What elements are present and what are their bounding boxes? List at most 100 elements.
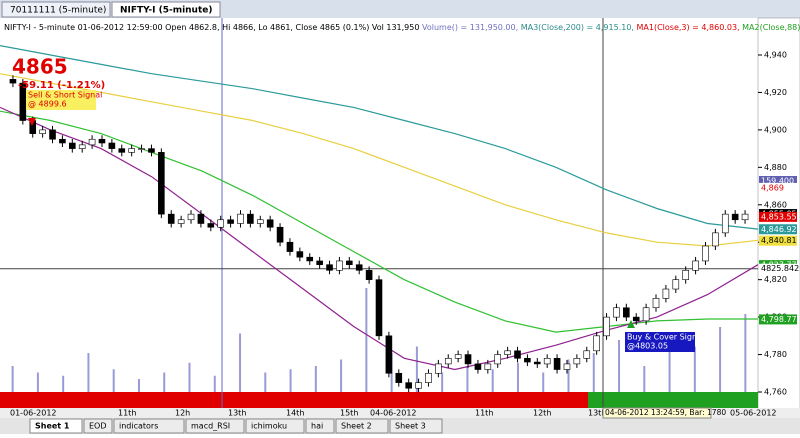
candle [741,213,749,221]
candle [256,219,264,224]
candle [237,213,244,224]
candle [39,129,46,134]
x-tick-label: 12th [533,409,551,418]
header-part: Volume() = 131,950.00, [422,23,521,32]
candle [583,350,591,359]
volume-bar [163,372,166,392]
candle [613,307,620,318]
candle [286,241,294,252]
candle [682,270,689,280]
candle [118,148,126,153]
candle [19,82,27,121]
candle [385,335,393,374]
sheet-tab[interactable] [113,418,185,434]
y-tick-label: 4,940 [764,51,787,60]
y-tick-label: 4,880 [764,163,787,172]
sheet-label[interactable]: hai [311,422,323,431]
price-badge-label: 4,840.81 [761,236,797,245]
price-badge-label: 4,798.77 [761,315,797,324]
candle [128,148,135,153]
signal-strip [588,392,758,408]
candle [296,251,304,258]
candle [9,79,17,84]
tab-label[interactable]: NIFTY-I (5-minute) [120,6,213,16]
price-badge-label: 4,869 [761,183,784,192]
candle [494,354,502,365]
sheet-label[interactable]: Sheet 1 [35,422,70,431]
buy-signal: Buy & Cover Signal [627,333,704,342]
candle [603,316,610,337]
volume-bar [668,333,671,392]
volume-bar [314,366,317,392]
volume-bar [264,372,267,392]
buy-arrow [627,320,635,328]
x-tick-label: 14th [286,409,304,418]
sell-box [26,90,96,110]
volume-bar [643,366,646,392]
candle [533,361,541,365]
sheet-tab[interactable] [83,418,113,434]
sheet-label[interactable]: EOD [89,422,107,431]
sheet-tab[interactable] [389,418,443,434]
volume-bar [340,359,343,392]
candle [692,260,699,271]
x-tick-label: 05-06-2012 [730,409,777,418]
volume-bar [62,375,65,392]
sheet-label[interactable]: Sheet 3 [395,422,426,431]
x-tick-label: 04-06-2012 [370,409,417,418]
header: NIFTY-I - 5-minute 01-06-2012 12:59:00 O… [4,23,800,32]
candle [138,148,145,150]
change: -59.11 (-1.21%) [18,80,105,91]
price-badge-label: 4825.842 [761,264,799,273]
candle [425,372,432,383]
candle [59,138,66,144]
volume-bar [693,346,696,392]
x-tick-label: 12h [175,409,190,418]
candle [276,226,284,243]
ma-line [0,45,759,230]
x-tick-label: 15th [340,409,358,418]
candle [78,144,86,149]
price-badge [759,235,797,246]
sheet-label[interactable]: Sheet 2 [341,422,372,431]
candle [148,148,155,153]
candle [247,213,254,224]
candle [405,382,412,389]
candle [672,279,680,290]
sheet-tab[interactable] [305,418,335,434]
volume-bar [466,366,469,392]
candle [662,288,670,299]
x-tick-label: 01-06-2012 [10,409,57,418]
candle [227,219,234,224]
sheet-tab[interactable] [29,418,83,434]
tab[interactable] [1,1,111,18]
candle [702,245,709,262]
tab-label[interactable]: 70111111 (5-minute) [10,6,106,16]
candle [365,270,373,280]
volume-bar [365,288,368,392]
candle [712,232,719,247]
sheet-label[interactable]: indicators [119,422,158,431]
tab[interactable] [111,1,221,18]
price-badge [759,211,797,222]
sheet-label[interactable]: macd_RSI [191,422,230,431]
sheet-tab[interactable] [335,418,389,434]
x-tick-label: 11th [475,409,493,418]
price-badge-label: 4,853.55 [761,212,797,221]
buy-signal: @4803.05 [627,342,668,351]
x-tick-label: 11th [118,409,136,418]
cursor-label: 04-06-2012 13:24:59, Bar: 1780 [605,408,726,417]
sheet-tab[interactable] [245,418,305,434]
candle [316,260,323,265]
y-tick-label: 4,760 [764,388,787,397]
candle [167,213,175,224]
sheet-tab[interactable] [185,418,245,434]
volume-bar [719,327,722,392]
y-tick-label: 4,780 [764,350,787,359]
candle [158,152,165,215]
sheet-label[interactable]: ichimoku [251,422,287,431]
price-badge [759,176,797,186]
volume-bar [618,340,621,392]
candle [464,354,472,365]
